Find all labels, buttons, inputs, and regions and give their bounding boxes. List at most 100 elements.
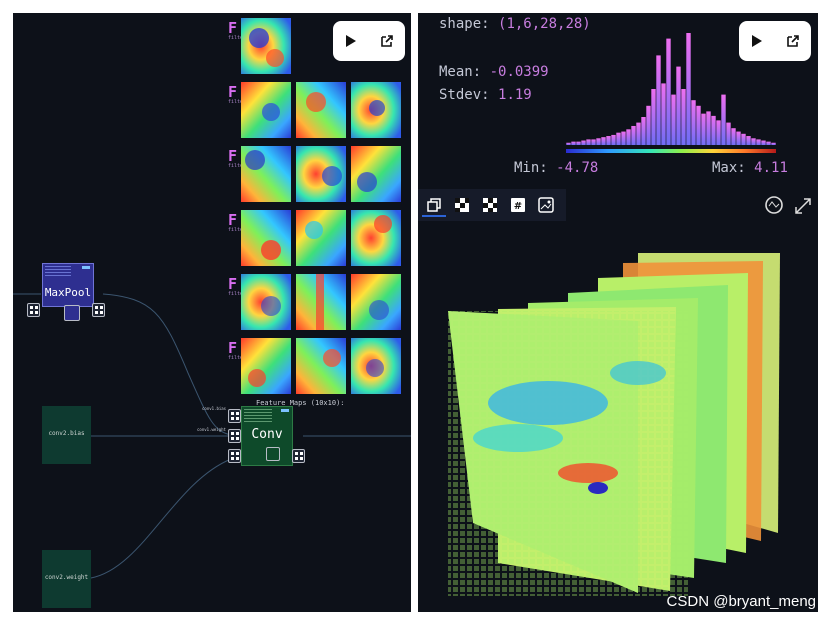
maxpool-node[interactable]: MaxPool	[42, 263, 94, 307]
output-port[interactable]	[92, 303, 105, 317]
play-icon[interactable]	[339, 29, 363, 53]
tensor-3d-view	[448, 253, 780, 596]
shape-readout: shape: (1,6,28,28)	[439, 16, 591, 32]
max-readout: Max: 4.11	[712, 160, 788, 176]
histogram-bar	[581, 140, 586, 145]
port-label-weight: conv1.weight	[197, 427, 226, 432]
image-view-icon[interactable]	[534, 193, 558, 217]
feature-map-tile	[296, 82, 346, 138]
histogram-bar	[676, 66, 681, 145]
histogram-bar	[726, 122, 731, 145]
histogram-bar	[666, 38, 671, 145]
rotate-3d-icon[interactable]	[764, 195, 786, 221]
histogram-bar	[566, 142, 571, 145]
histogram-bar	[591, 139, 596, 145]
feature-map-tile	[241, 274, 291, 330]
hash-view-icon[interactable]: #	[506, 193, 530, 217]
feature-map-tile	[351, 146, 401, 202]
histogram-bar	[721, 94, 726, 145]
min-readout: Min: -4.78	[514, 160, 599, 176]
histogram-bar	[616, 132, 621, 145]
visualize-icon[interactable]	[64, 305, 80, 321]
histogram-bar	[756, 139, 761, 145]
histogram-bar	[631, 125, 636, 145]
histogram-bar	[701, 113, 706, 145]
histogram-bar	[741, 133, 746, 145]
bias-node[interactable]: conv2.bias	[42, 406, 91, 464]
visualize-icon[interactable]	[266, 447, 280, 461]
histogram-bar	[691, 100, 696, 145]
feature-map-tile	[351, 82, 401, 138]
input-port[interactable]	[27, 303, 40, 317]
tensor-inspector-panel: shape: (1,6,28,28) Mean: -0.0399 Stdev: …	[418, 13, 818, 612]
feature-map-tile	[241, 210, 291, 266]
external-link-icon[interactable]	[375, 29, 399, 53]
histogram-bar	[731, 128, 736, 145]
feature-map-tile	[241, 82, 291, 138]
feature-map-tile	[296, 210, 346, 266]
histogram-bar	[751, 138, 756, 145]
weight-label: conv2.weight	[44, 574, 89, 581]
external-link-icon[interactable]	[781, 29, 805, 53]
histogram-bar	[641, 117, 646, 145]
bias-port[interactable]	[228, 409, 241, 423]
histogram-bar	[656, 55, 661, 145]
histogram-bar	[771, 142, 776, 145]
checker-alt-view-icon[interactable]	[478, 193, 502, 217]
histogram-bar	[736, 131, 741, 145]
histogram-bar	[586, 139, 591, 145]
histogram-bar	[686, 33, 691, 145]
conv-title: Conv	[251, 427, 283, 442]
histogram-bar	[646, 105, 651, 145]
feature-map-tile	[296, 338, 346, 394]
value-histogram	[566, 33, 776, 153]
stdev-readout: Stdev: 1.19	[439, 87, 532, 103]
port-label-bias: conv1.bias	[202, 406, 227, 411]
feature-map-tile	[351, 274, 401, 330]
conv-node[interactable]: Conv	[241, 406, 293, 466]
play-icon[interactable]	[745, 29, 769, 53]
histogram-bar	[601, 137, 606, 145]
histogram-bar	[611, 134, 616, 145]
expand-icon[interactable]	[794, 197, 812, 219]
graph-edges	[13, 293, 411, 579]
histogram-bar	[606, 136, 611, 145]
checker-view-icon[interactable]	[450, 193, 474, 217]
histogram-bar	[766, 141, 771, 145]
feature-maps-caption: Feature Maps (10x10):	[256, 399, 345, 407]
input-port[interactable]	[228, 449, 241, 463]
bias-label: conv2.bias	[48, 430, 85, 437]
histogram-bar	[681, 89, 686, 145]
histogram-bar	[761, 140, 766, 145]
histogram-bar	[716, 120, 721, 145]
histogram-bar	[621, 131, 626, 145]
histogram-bar	[626, 129, 631, 145]
histogram-bar	[651, 89, 656, 145]
maxpool-title: MaxPool	[44, 286, 92, 299]
histogram-bar	[661, 83, 666, 145]
output-port[interactable]	[292, 449, 305, 463]
mean-readout: Mean: -0.0399	[439, 64, 549, 80]
view-tabs: #	[418, 189, 566, 221]
weight-port[interactable]	[228, 429, 241, 443]
cube-view-icon[interactable]	[422, 193, 446, 217]
histogram-bar	[711, 115, 716, 145]
histogram-bar	[636, 122, 641, 145]
svg-text:#: #	[514, 201, 522, 212]
feature-map-tile	[241, 146, 291, 202]
histogram-bar	[571, 141, 576, 145]
histogram-bar	[746, 136, 751, 145]
feature-map-tile	[351, 210, 401, 266]
histogram-bar	[596, 138, 601, 145]
inspector-toolbar	[739, 21, 811, 61]
feature-map-tile	[351, 338, 401, 394]
weight-node[interactable]: conv2.weight	[42, 550, 91, 608]
graph-toolbar	[333, 21, 405, 61]
feature-map-tile	[296, 146, 346, 202]
